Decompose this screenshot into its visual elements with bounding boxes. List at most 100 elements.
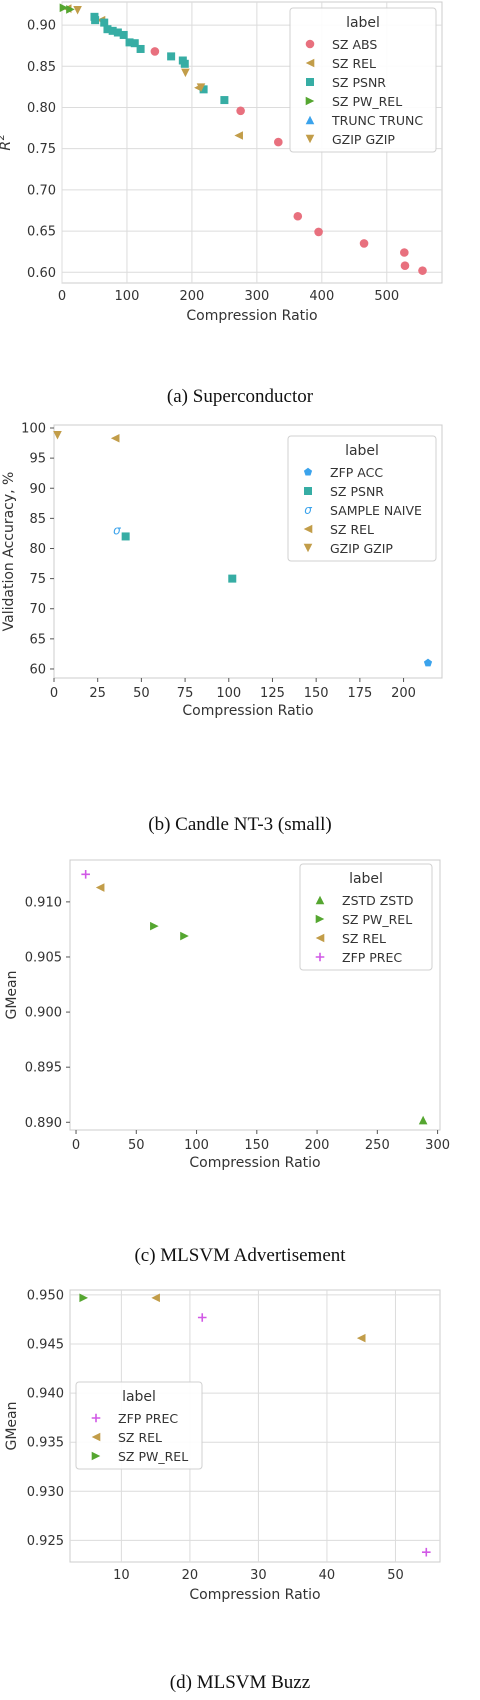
data-point: [356, 1333, 366, 1343]
legend-entry: SZ PW_REL: [332, 94, 402, 109]
legend-marker: [91, 1432, 101, 1442]
legend-entry: GZIP GZIP: [330, 541, 393, 556]
legend-marker: [91, 1451, 101, 1461]
data-point: [108, 26, 117, 35]
y-tick-label: 0.925: [27, 1534, 64, 1549]
legend-entry: SZ REL: [330, 522, 374, 537]
y-tick-label: 95: [29, 452, 46, 467]
x-tick-label: 300: [244, 289, 269, 304]
data-point: [150, 921, 159, 931]
legend-box: [299, 863, 433, 971]
x-tick-label: 50: [128, 1138, 145, 1153]
data-point: [293, 211, 303, 221]
legend-entry: ZFP PREC: [118, 1411, 178, 1426]
chart-b: 0 25 50 75 100 125 150 175 200 60 65 70 75 80 85 90 95 10…: [1, 422, 443, 719]
legend-marker: [305, 115, 315, 125]
data-point: [100, 18, 109, 27]
y-tick-label: 0.935: [27, 1436, 64, 1451]
data-point: [81, 870, 90, 879]
legend-entry: SZ PW_REL: [342, 912, 412, 927]
data-point: [167, 52, 176, 61]
data-point: [113, 28, 122, 37]
y-tick-label: 85: [29, 512, 46, 527]
x-axis-label: Compression Ratio: [189, 1155, 320, 1171]
data-point: [196, 83, 206, 93]
legend-marker: [315, 914, 325, 924]
data-point: [110, 433, 120, 443]
y-tick-label: 0.75: [27, 142, 56, 157]
x-tick-label: 75: [177, 686, 194, 701]
caption-d: (d) MLSVM Buzz: [169, 1672, 311, 1693]
plot-area: [69, 1289, 441, 1563]
x-tick-label: 150: [244, 1138, 269, 1153]
legend-box: [75, 1381, 203, 1470]
legend-marker: [303, 524, 313, 534]
y-axis-label: Validation Accuracy, %: [1, 472, 17, 632]
legend-box: [289, 7, 437, 153]
data-point: [53, 430, 62, 440]
y-tick-label: 0.65: [27, 225, 56, 240]
y-tick-label: 0.895: [25, 1061, 62, 1076]
x-tick-label: 150: [304, 686, 329, 701]
data-point: [125, 38, 134, 47]
data-point: [228, 574, 237, 583]
legend-marker: σ: [304, 503, 312, 517]
chart-d: 10 20 30 40 50 0.925 0.930 0.935 0.940 0.945 0.950…: [4, 1288, 441, 1603]
legend-marker: [303, 543, 313, 553]
legend-marker: [305, 96, 315, 106]
y-axis-label: R2: [0, 134, 14, 150]
data-point: [73, 5, 82, 15]
y-tick-label: 0.950: [27, 1288, 64, 1303]
x-tick-label: 10: [113, 1568, 130, 1583]
x-tick-label: 50: [387, 1568, 404, 1583]
x-tick-label: 300: [425, 1138, 450, 1153]
data-point: [91, 16, 100, 25]
legend-marker: [303, 467, 313, 476]
x-tick-label: 30: [250, 1568, 267, 1583]
x-tick-label: 125: [260, 686, 285, 701]
chart-a: 0 100 200 300 400 500 0.60 0.65 0.70 0.75 0.80 0.85…: [0, 1, 443, 324]
data-point: [136, 44, 145, 53]
x-tick-label: 100: [184, 1138, 209, 1153]
y-axis-label-superscript: 2: [0, 134, 7, 140]
y-tick-label: 0.910: [25, 895, 62, 910]
y-tick-label: 0.70: [27, 183, 56, 198]
data-point: [180, 931, 189, 941]
x-axis-label: Compression Ratio: [189, 1587, 320, 1603]
legend-title: label: [345, 443, 379, 459]
data-point: [418, 1115, 428, 1125]
y-tick-label: 80: [29, 542, 46, 557]
chart-c: 0 50 100 150 200 250 300 0.890 0.895 0.900 0.905 0.…: [4, 859, 450, 1171]
y-tick-label: 75: [29, 572, 46, 587]
caption-c: (c) MLSVM Advertisement: [134, 1245, 346, 1266]
x-tick-label: 200: [180, 289, 205, 304]
y-tick-label: 0.85: [27, 60, 56, 75]
data-point: [151, 1293, 160, 1303]
data-point: [274, 137, 283, 147]
y-tick-label: 0.900: [25, 1006, 62, 1021]
data-point: [359, 239, 369, 248]
y-tick-label: 60: [29, 662, 46, 677]
x-tick-label: 200: [305, 1138, 330, 1153]
legend-marker: [304, 487, 312, 495]
legend-title: label: [122, 1389, 156, 1405]
legend-entry: SZ PSNR: [330, 484, 384, 499]
data-point: [421, 1547, 431, 1557]
data-point: [423, 658, 433, 667]
data-point: [220, 96, 229, 105]
y-tick-label: 0.940: [27, 1387, 64, 1402]
legend-marker: [91, 1413, 101, 1423]
y-tick-label: 0.60: [27, 266, 56, 281]
legend-entry: SZ PW_REL: [118, 1449, 188, 1464]
legend-entry: GZIP GZIP: [332, 132, 395, 147]
data-point: [236, 106, 245, 116]
legend-marker: [306, 78, 314, 86]
x-tick-label: 175: [347, 686, 372, 701]
x-tick-label: 500: [374, 289, 399, 304]
data-point: [418, 266, 427, 275]
data-point: [130, 39, 139, 48]
x-tick-label: 50: [133, 686, 150, 701]
data-point: [119, 30, 128, 39]
y-tick-label: 70: [29, 602, 46, 617]
data-point: [314, 227, 323, 237]
